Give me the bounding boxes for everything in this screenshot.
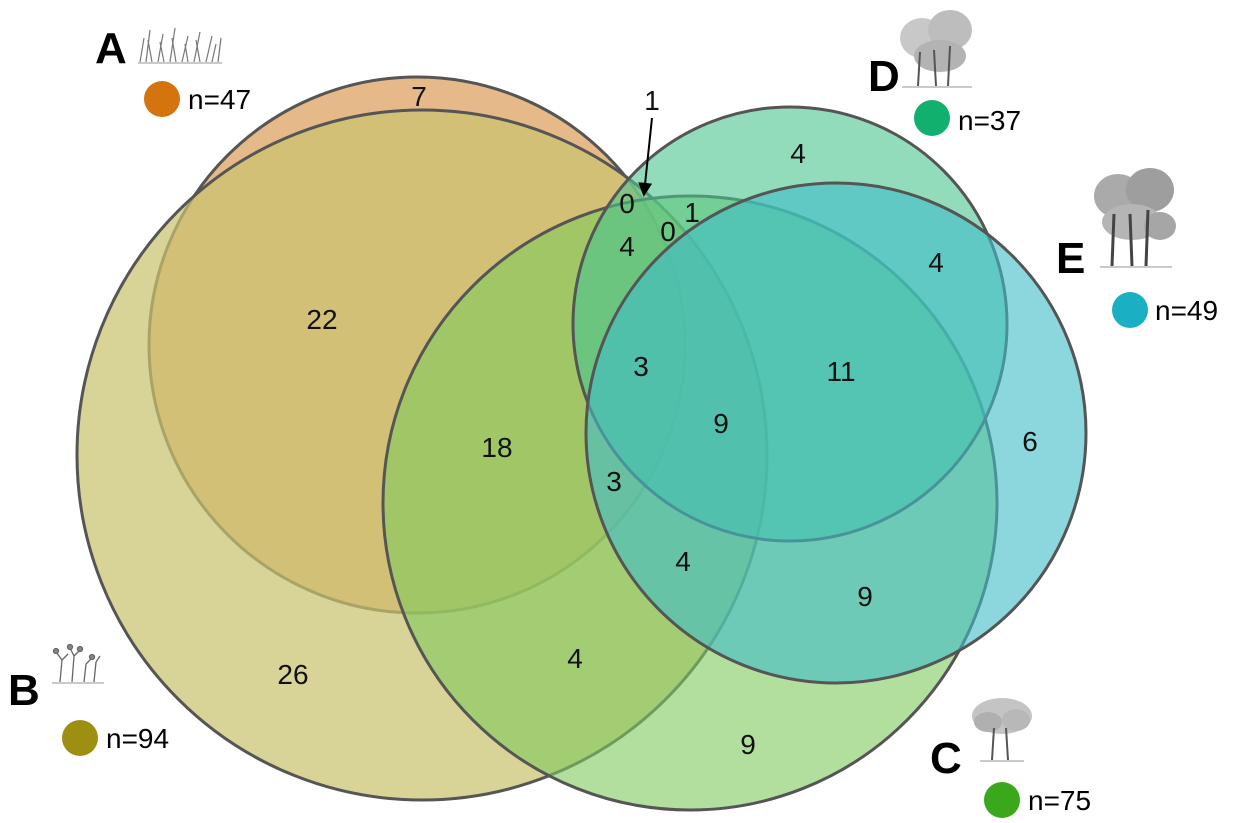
region-count: 4 (619, 231, 635, 262)
set-circles (75, 75, 1088, 812)
region-count: 6 (1022, 426, 1038, 457)
set-label: C (930, 734, 962, 783)
region-count: 26 (277, 659, 308, 690)
region-count: 4 (675, 546, 691, 577)
region-count: 4 (928, 247, 944, 278)
region-counts: 7 22 26 18 4 9 0 4 0 1 4 3 3 9 11 4 6 4 … (277, 81, 1037, 760)
circle-E (584, 181, 1088, 685)
region-count: 1 (644, 85, 660, 116)
set-label: D (868, 52, 900, 101)
legend-E: E n=49 (1056, 168, 1218, 328)
region-count: 11 (826, 356, 855, 387)
small-tree-icon (972, 698, 1032, 762)
legend-D: D n=37 (868, 10, 1021, 136)
sample-size: n=75 (1028, 785, 1091, 816)
region-count: 9 (740, 729, 756, 760)
region-count: 22 (306, 304, 337, 335)
callout-arrow: 1 (638, 85, 660, 197)
legend-dot (914, 100, 950, 136)
legend-B: B n=94 (8, 643, 169, 756)
set-label: B (8, 666, 40, 715)
set-label: E (1056, 234, 1085, 283)
legend-C: C n=75 (930, 698, 1091, 818)
region-count: 4 (567, 643, 583, 674)
legend-dot (984, 782, 1020, 818)
legend-A: A n=47 (95, 24, 251, 117)
legend-dot (144, 81, 180, 117)
tree-group-icon (900, 10, 972, 88)
region-count: 3 (633, 351, 649, 382)
sample-size: n=94 (106, 723, 169, 754)
region-count: 4 (790, 138, 806, 169)
sample-size: n=47 (188, 84, 251, 115)
region-count: 7 (411, 81, 427, 112)
sample-size: n=49 (1155, 295, 1218, 326)
region-count: 0 (660, 216, 676, 247)
legend-dot (1112, 292, 1148, 328)
region-count: 9 (713, 408, 729, 439)
grass-icon (138, 27, 222, 64)
region-count: 0 (619, 188, 635, 219)
region-count: 1 (684, 197, 700, 228)
legend-dot (62, 720, 98, 756)
sample-size: n=37 (958, 105, 1021, 136)
region-count: 3 (606, 466, 622, 497)
set-label: A (95, 24, 127, 73)
region-count: 18 (481, 432, 512, 463)
region-count: 9 (857, 581, 873, 612)
dense-trees-icon (1094, 168, 1176, 268)
shrub-icon (52, 643, 104, 684)
